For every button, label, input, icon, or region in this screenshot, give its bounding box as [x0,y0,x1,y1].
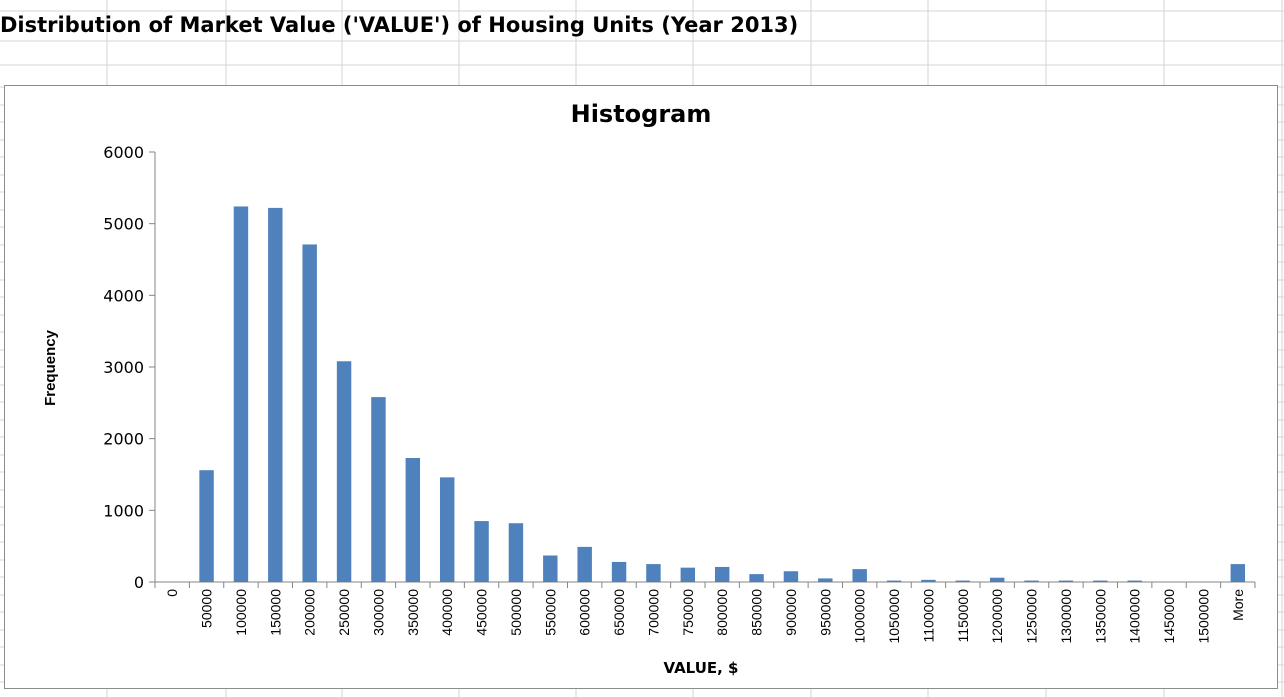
histogram-bar[interactable] [783,571,799,582]
histogram-bar[interactable] [336,361,352,582]
histogram-bar[interactable] [921,579,936,582]
x-tick-label: 900000 [783,589,799,636]
x-axis-label: VALUE, $ [663,659,738,677]
x-tick-label: 700000 [645,589,661,636]
histogram-chart[interactable]: Histogram Frequency VALUE, $ 0 1000 2000 30… [4,85,1278,689]
histogram-bar[interactable] [1058,580,1074,582]
x-tick-label: 600000 [577,589,593,636]
x-tick-label: 1050000 [886,589,902,644]
x-tick-label: 550000 [542,589,558,636]
x-tick-label: 0 [164,589,180,597]
histogram-bar[interactable] [749,574,764,582]
x-tick-label: 1200000 [989,589,1005,644]
x-tick-label: 750000 [680,589,696,636]
x-tick-label: 1400000 [1127,589,1143,644]
x-tick-label: 1350000 [1092,589,1108,644]
histogram-bar[interactable] [439,477,455,582]
x-tick-label: 250000 [336,589,352,636]
x-tick-label: 1100000 [920,589,936,643]
histogram-bar[interactable] [1093,580,1108,582]
x-tick-label: 150000 [267,589,283,636]
x-tick-label: 650000 [611,589,627,636]
histogram-bar[interactable] [886,580,902,582]
histogram-bar[interactable] [543,555,558,582]
histogram-bar[interactable] [852,569,867,582]
x-tick-label: 1500000 [1195,589,1211,644]
x-tick-label: 1150000 [955,589,971,643]
x-tick-label: 350000 [405,589,421,636]
x-tick-label: 800000 [714,589,730,636]
x-tick-label: 1450000 [1161,589,1177,644]
y-tick-label: 4000 [103,286,144,305]
x-tick-label: More [1230,589,1246,621]
histogram-bar[interactable] [1127,580,1142,582]
x-tick-label: 950000 [817,589,833,636]
x-tick-label: 300000 [370,589,386,636]
x-tick-label: 200000 [302,589,318,636]
histogram-bar[interactable] [1230,564,1246,582]
y-tick-label: 0 [134,573,144,592]
x-tick-label: 1300000 [1058,589,1074,644]
histogram-bar[interactable] [714,566,730,582]
y-axis-label: Frequency [42,329,59,406]
histogram-bar[interactable] [371,397,386,582]
y-tick-label: 6000 [103,143,144,162]
y-tick-label: 1000 [103,501,144,520]
sheet-title: Distribution of Market Value ('VALUE') o… [0,13,799,37]
histogram-bar[interactable] [611,561,627,582]
chart-title: Histogram [571,100,712,128]
x-tick-label: 850000 [749,589,765,636]
histogram-bar[interactable] [474,521,489,582]
histogram-bar[interactable] [646,564,661,582]
histogram-bar[interactable] [268,207,283,582]
y-tick-label: 3000 [103,358,144,377]
y-tick-label: 2000 [103,430,144,449]
x-tick-label: 100000 [233,589,249,636]
histogram-bar[interactable] [955,580,971,582]
histogram-bar[interactable] [818,578,833,582]
histogram-bar[interactable] [508,523,524,582]
x-tick-label: 500000 [508,589,524,636]
histogram-bar[interactable] [577,546,592,582]
x-tick-label: 1000000 [852,589,868,644]
histogram-bar[interactable] [1024,580,1039,582]
histogram-bar[interactable] [233,206,249,582]
x-tick-label: 450000 [474,589,490,636]
histogram-bar[interactable] [989,577,1005,582]
histogram-bar[interactable] [680,567,696,582]
histogram-bar[interactable] [302,244,317,582]
histogram-bar[interactable] [199,470,214,582]
x-tick-label: 1250000 [1024,589,1040,644]
x-tick-label: 400000 [439,589,455,636]
y-tick-label: 5000 [103,215,144,234]
x-tick-label: 50000 [199,589,215,628]
chart-plot: Histogram Frequency VALUE, $ 0 1000 2000 30… [42,100,1256,677]
histogram-bar[interactable] [405,458,421,582]
